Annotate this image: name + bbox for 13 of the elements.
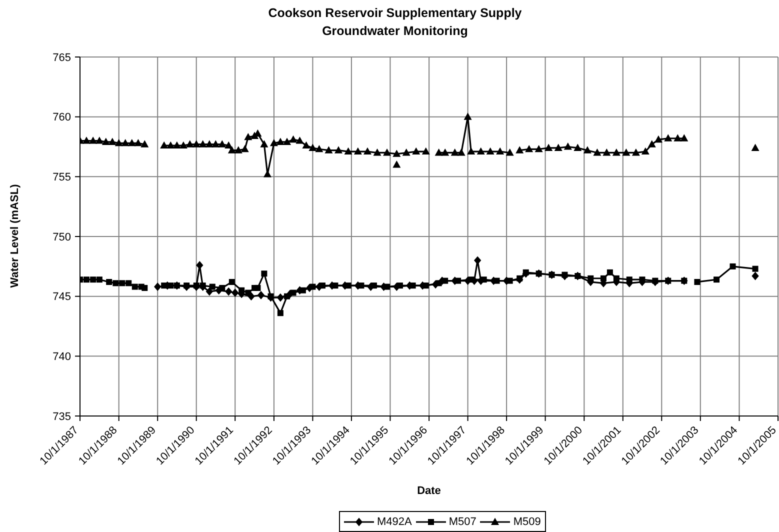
x-axis-title: Date xyxy=(417,485,441,497)
y-tick-label: 740 xyxy=(52,351,71,364)
y-tick-label: 755 xyxy=(52,172,71,184)
y-axis-title: Water Level (mASL) xyxy=(9,184,21,288)
legend-label: M507 xyxy=(448,516,476,528)
y-tick-label: 735 xyxy=(52,410,71,423)
chart-title: Cookson Reservoir Supplementary Supply Groundwater Monitoring xyxy=(267,5,523,40)
y-tick-label: 745 xyxy=(52,291,71,304)
y-tick-label: 760 xyxy=(52,112,71,124)
y-tick-label: 765 xyxy=(52,52,71,64)
legend-label: M509 xyxy=(513,516,541,528)
legend-label: M492A xyxy=(377,516,412,528)
y-tick-label: 750 xyxy=(52,231,71,244)
